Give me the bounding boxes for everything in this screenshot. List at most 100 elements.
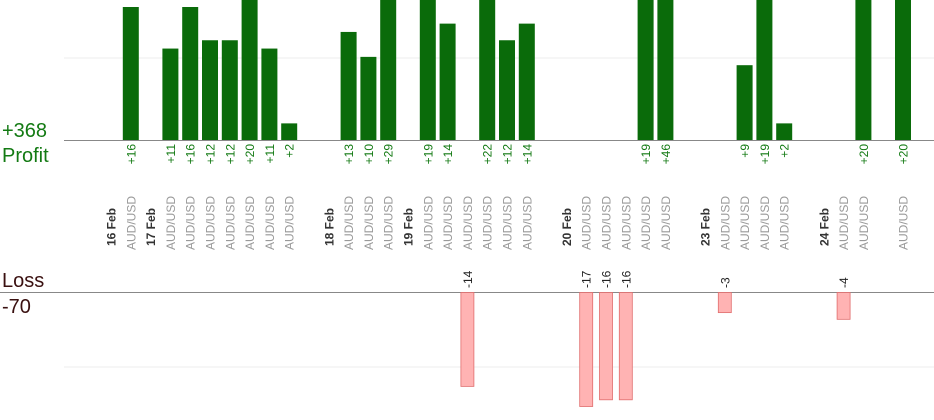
pair-label: AUD/USD <box>164 196 178 250</box>
loss-value-label: -14 <box>461 270 475 288</box>
profit-bar <box>776 123 793 140</box>
loss-total: -70 <box>2 296 31 318</box>
profit-bar <box>202 40 218 140</box>
profit-value-label: +14 <box>441 144 455 165</box>
loss-label: Loss <box>2 270 45 292</box>
pair-label: AUD/USD <box>659 196 673 250</box>
pair-label: AUD/USD <box>758 196 772 250</box>
profit-bar <box>360 56 377 140</box>
profit-value-label: +2 <box>778 144 792 158</box>
profit-bar <box>736 65 753 140</box>
pair-label: AUD/USD <box>501 196 515 250</box>
loss-value-label: -16 <box>619 270 633 288</box>
pair-label: AUD/USD <box>223 196 237 250</box>
pair-label: AUD/USD <box>778 196 792 250</box>
profit-bar <box>380 0 397 140</box>
pair-label: AUD/USD <box>897 196 911 250</box>
profit-bar <box>855 0 872 140</box>
profit-value-label: +29 <box>382 144 396 165</box>
pair-label: AUD/USD <box>461 196 475 250</box>
profit-bar <box>182 7 199 140</box>
profit-bar <box>479 0 496 140</box>
profit-value-label: +22 <box>481 144 495 165</box>
pair-label: AUD/USD <box>342 196 356 250</box>
pair-label: AUD/USD <box>837 196 851 250</box>
profit-bar <box>518 23 535 140</box>
profit-label: Profit <box>2 145 49 167</box>
profit-value-label: +12 <box>204 144 218 165</box>
profit-bar <box>637 0 654 140</box>
pair-label: AUD/USD <box>639 196 653 250</box>
pair-label: AUD/USD <box>738 196 752 250</box>
profit-bar <box>419 0 436 140</box>
profit-value-label: +12 <box>223 144 237 165</box>
profit-bar <box>895 0 911 140</box>
pair-label: AUD/USD <box>382 196 396 250</box>
profit-bar <box>657 0 674 140</box>
pair-label: AUD/USD <box>421 196 435 250</box>
profit-bar <box>241 0 258 140</box>
loss-bar <box>599 292 613 401</box>
profit-value-label: +16 <box>124 144 138 165</box>
date-label: 23 Feb <box>699 208 713 246</box>
profit-bar <box>499 40 515 140</box>
pair-label: AUD/USD <box>243 196 257 250</box>
profit-bar <box>281 123 298 140</box>
loss-bar <box>579 292 594 407</box>
profit-value-label: +16 <box>184 144 198 165</box>
profit-value-label: +14 <box>520 144 534 165</box>
loss-bar <box>460 292 475 387</box>
pair-label: AUD/USD <box>600 196 614 250</box>
profit-value-label: +11 <box>164 144 178 164</box>
date-label: 19 Feb <box>402 208 416 246</box>
profit-value-label: +9 <box>738 144 752 158</box>
profit-value-label: +10 <box>362 144 376 165</box>
pair-label: AUD/USD <box>619 196 633 250</box>
profit-value-label: +46 <box>659 144 673 165</box>
profit-value-label: +20 <box>857 144 871 165</box>
pair-label: AUD/USD <box>441 196 455 250</box>
profit-bar <box>221 40 238 140</box>
loss-value-label: -17 <box>580 270 594 288</box>
pair-label: AUD/USD <box>580 196 594 250</box>
loss-bar <box>836 292 851 320</box>
pair-label: AUD/USD <box>184 196 198 250</box>
profit-value-label: +19 <box>639 144 653 165</box>
profit-bar <box>439 23 456 140</box>
date-label: 16 Feb <box>105 208 119 246</box>
pair-label: AUD/USD <box>362 196 376 250</box>
profit-value-label: +20 <box>243 144 257 165</box>
profit-value-label: +11 <box>263 144 277 164</box>
date-label: 17 Feb <box>144 208 158 246</box>
loss-value-label: -16 <box>600 270 614 288</box>
profit-value-label: +12 <box>501 144 515 165</box>
pair-label: AUD/USD <box>481 196 495 250</box>
profit-bar <box>122 7 139 140</box>
profit-bar <box>756 0 773 140</box>
loss-bar <box>618 292 633 401</box>
profit-total: +368 <box>2 120 48 142</box>
profit-value-label: +19 <box>421 144 435 165</box>
date-label: 24 Feb <box>817 208 831 246</box>
pair-label: AUD/USD <box>204 196 218 250</box>
date-label: 20 Feb <box>560 208 574 246</box>
profit-value-label: +2 <box>283 144 297 158</box>
profit-value-label: +20 <box>897 144 911 165</box>
profit-value-label: +13 <box>342 144 356 165</box>
loss-value-label: -4 <box>837 277 851 288</box>
pair-label: AUD/USD <box>520 196 534 250</box>
profit-value-label: +19 <box>758 144 772 165</box>
date-label: 18 Feb <box>322 208 336 246</box>
profit-bar <box>340 31 357 140</box>
pair-label: AUD/USD <box>718 196 732 250</box>
pair-label: AUD/USD <box>857 196 871 250</box>
loss-value-label: -3 <box>718 277 732 288</box>
pair-label: AUD/USD <box>124 196 138 250</box>
loss-bar <box>717 292 732 314</box>
profit-bar <box>261 48 278 140</box>
profit-bar <box>162 48 179 140</box>
pair-label: AUD/USD <box>283 196 297 250</box>
pair-label: AUD/USD <box>263 196 277 250</box>
